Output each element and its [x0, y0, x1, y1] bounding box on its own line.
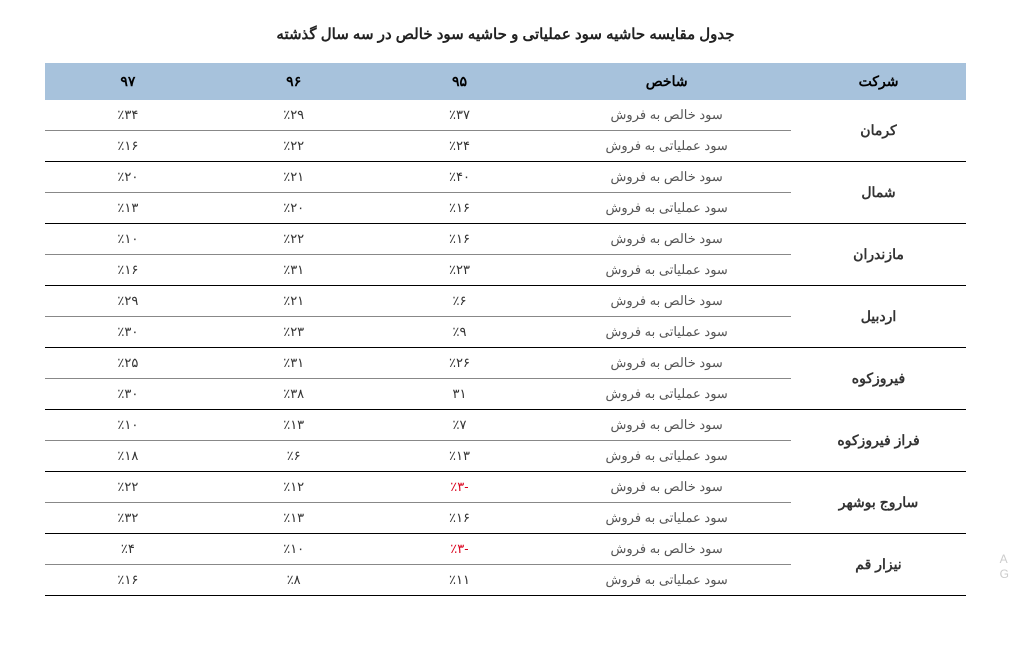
value-cell-y95: ٪۴۰: [377, 162, 543, 193]
value-cell-y95: ٪۲۴: [377, 131, 543, 162]
metric-cell: سود خالص به فروش: [542, 348, 791, 379]
value-cell-y96: ٪۳۸: [211, 379, 377, 410]
value-cell-y97: ٪۴: [45, 534, 211, 565]
table-row: کرمانسود خالص به فروش٪۳۷٪۲۹٪۳۴: [45, 100, 966, 131]
value-cell-y96: ٪۱۳: [211, 503, 377, 534]
metric-cell: سود خالص به فروش: [542, 410, 791, 441]
table-header-row: شرکت شاخص ۹۵ ۹۶ ۹۷: [45, 63, 966, 100]
value-cell-y97: ٪۲۲: [45, 472, 211, 503]
company-cell: فیروزکوه: [791, 348, 966, 410]
value-cell-y96: ٪۲۱: [211, 286, 377, 317]
table-row: فیروزکوهسود خالص به فروش٪۲۶٪۳۱٪۲۵: [45, 348, 966, 379]
value-cell-y97: ٪۱۳: [45, 193, 211, 224]
value-cell-y96: ٪۲۱: [211, 162, 377, 193]
metric-cell: سود خالص به فروش: [542, 100, 791, 131]
table-title: جدول مقایسه حاشیه سود عملیاتی و حاشیه سو…: [45, 25, 966, 43]
value-cell-y95: ٪۱۱: [377, 565, 543, 596]
metric-cell: سود عملیاتی به فروش: [542, 441, 791, 472]
value-cell-y97: ٪۱۸: [45, 441, 211, 472]
value-cell-y95: ٪۱۶: [377, 224, 543, 255]
metric-cell: سود خالص به فروش: [542, 286, 791, 317]
metric-cell: سود خالص به فروش: [542, 224, 791, 255]
value-cell-y95: ٪۷: [377, 410, 543, 441]
col-y97: ۹۷: [45, 63, 211, 100]
col-y96: ۹۶: [211, 63, 377, 100]
table-row: اردبیلسود خالص به فروش٪۶٪۲۱٪۲۹: [45, 286, 966, 317]
value-cell-y97: ٪۳۴: [45, 100, 211, 131]
value-cell-y95: ٪۱۳: [377, 441, 543, 472]
table-row: فراز فیروزکوهسود خالص به فروش٪۷٪۱۳٪۱۰: [45, 410, 966, 441]
metric-cell: سود عملیاتی به فروش: [542, 193, 791, 224]
col-metric: شاخص: [542, 63, 791, 100]
metric-cell: سود خالص به فروش: [542, 472, 791, 503]
value-cell-y95: ٪۶: [377, 286, 543, 317]
value-cell-y96: ٪۲۹: [211, 100, 377, 131]
metric-cell: سود عملیاتی به فروش: [542, 255, 791, 286]
value-cell-y95: ٪۲۳: [377, 255, 543, 286]
value-cell-y96: ٪۲۰: [211, 193, 377, 224]
value-cell-y95: -٪۳: [377, 534, 543, 565]
table-row: مازندرانسود خالص به فروش٪۱۶٪۲۲٪۱۰: [45, 224, 966, 255]
metric-cell: سود عملیاتی به فروش: [542, 565, 791, 596]
company-cell: کرمان: [791, 100, 966, 162]
table-row: شمالسود خالص به فروش٪۴۰٪۲۱٪۲۰: [45, 162, 966, 193]
value-cell-y96: ٪۲۲: [211, 224, 377, 255]
metric-cell: سود عملیاتی به فروش: [542, 317, 791, 348]
value-cell-y97: ٪۱۶: [45, 131, 211, 162]
metric-cell: سود عملیاتی به فروش: [542, 379, 791, 410]
company-cell: شمال: [791, 162, 966, 224]
value-cell-y96: ٪۶: [211, 441, 377, 472]
value-cell-y96: ٪۸: [211, 565, 377, 596]
value-cell-y97: ٪۲۰: [45, 162, 211, 193]
value-cell-y95: -٪۳: [377, 472, 543, 503]
col-company: شرکت: [791, 63, 966, 100]
value-cell-y97: ٪۱۶: [45, 565, 211, 596]
value-cell-y97: ٪۲۹: [45, 286, 211, 317]
value-cell-y96: ٪۱۳: [211, 410, 377, 441]
corner-watermark: A G: [1000, 552, 1009, 583]
company-cell: فراز فیروزکوه: [791, 410, 966, 472]
value-cell-y96: ٪۲۲: [211, 131, 377, 162]
value-cell-y97: ٪۲۵: [45, 348, 211, 379]
metric-cell: سود خالص به فروش: [542, 162, 791, 193]
company-cell: مازندران: [791, 224, 966, 286]
value-cell-y95: ٪۱۶: [377, 193, 543, 224]
value-cell-y96: ٪۱۲: [211, 472, 377, 503]
value-cell-y97: ٪۳۰: [45, 379, 211, 410]
value-cell-y97: ٪۱۶: [45, 255, 211, 286]
value-cell-y95: ۳۱: [377, 379, 543, 410]
value-cell-y97: ٪۳۲: [45, 503, 211, 534]
metric-cell: سود عملیاتی به فروش: [542, 131, 791, 162]
value-cell-y96: ٪۲۳: [211, 317, 377, 348]
value-cell-y96: ٪۱۰: [211, 534, 377, 565]
value-cell-y97: ٪۳۰: [45, 317, 211, 348]
comparison-table: شرکت شاخص ۹۵ ۹۶ ۹۷ کرمانسود خالص به فروش…: [45, 63, 966, 596]
company-cell: نیزار قم: [791, 534, 966, 596]
value-cell-y95: ٪۳۷: [377, 100, 543, 131]
value-cell-y97: ٪۱۰: [45, 410, 211, 441]
col-y95: ۹۵: [377, 63, 543, 100]
value-cell-y95: ٪۱۶: [377, 503, 543, 534]
value-cell-y96: ٪۳۱: [211, 255, 377, 286]
table-row: نیزار قمسود خالص به فروش-٪۳٪۱۰٪۴: [45, 534, 966, 565]
metric-cell: سود عملیاتی به فروش: [542, 503, 791, 534]
value-cell-y97: ٪۱۰: [45, 224, 211, 255]
value-cell-y96: ٪۳۱: [211, 348, 377, 379]
value-cell-y95: ٪۹: [377, 317, 543, 348]
table-row: ساروج بوشهرسود خالص به فروش-٪۳٪۱۲٪۲۲: [45, 472, 966, 503]
company-cell: ساروج بوشهر: [791, 472, 966, 534]
company-cell: اردبیل: [791, 286, 966, 348]
value-cell-y95: ٪۲۶: [377, 348, 543, 379]
metric-cell: سود خالص به فروش: [542, 534, 791, 565]
